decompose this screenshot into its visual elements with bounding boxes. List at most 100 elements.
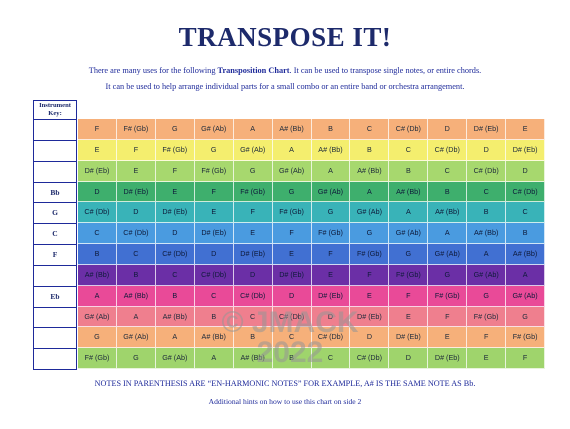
note-cell: F# (Gb) — [155, 139, 195, 161]
note-cell: E — [155, 181, 195, 203]
instrument-key-cell: Bb — [33, 182, 77, 204]
grid-row: D# (Eb) E F F# (Gb) G G# (Ab) A A# (Bb) B C C# (Db… — [78, 160, 546, 182]
note-cell: A# (Bb) — [116, 285, 156, 307]
note-cell: G# (Ab) — [467, 264, 507, 286]
note-cell: F# (Gb) — [350, 244, 390, 265]
note-cell: F# (Gb) — [233, 181, 273, 203]
note-cell: A — [194, 348, 234, 370]
note-cell: F# (Gb) — [311, 223, 351, 245]
enharmonic-note: NOTES IN PARENTHESIS ARE “EN-HARMONIC NO… — [94, 379, 476, 388]
note-cell: A — [155, 327, 195, 349]
note-cell: B — [311, 119, 351, 140]
note-cell: C — [272, 327, 312, 349]
note-cell: D — [311, 306, 351, 328]
note-cell: F# (Gb) — [506, 327, 546, 349]
note-cell: A# (Bb) — [428, 202, 468, 224]
note-cell: C — [350, 119, 390, 140]
note-cell: C — [78, 223, 117, 245]
instrument-key-header: Instrument Key: — [33, 100, 77, 120]
note-cell: F# (Gb) — [389, 264, 429, 286]
note-cell: E — [389, 306, 429, 328]
note-cell: C — [155, 264, 195, 286]
note-cell: G — [389, 244, 429, 265]
note-cell: F# (Gb) — [428, 285, 468, 307]
note-cell: F — [389, 285, 429, 307]
note-cell: D# (Eb) — [389, 327, 429, 349]
note-cell: F — [428, 306, 468, 328]
note-cell: A — [506, 264, 546, 286]
note-cell: B — [233, 327, 273, 349]
transposition-grid: F F# (Gb) G G# (Ab) A A# (Bb) B C C# (Db) D D# (Eb… — [78, 119, 546, 370]
note-cell: A# (Bb) — [311, 139, 351, 161]
note-cell: A# (Bb) — [506, 244, 546, 265]
note-cell: D# (Eb) — [506, 139, 546, 161]
note-cell: D — [467, 139, 507, 161]
note-cell: E — [506, 119, 546, 140]
note-cell: G# (Ab) — [506, 285, 546, 307]
note-cell: D# (Eb) — [350, 306, 390, 328]
page-title: TRANSPOSE IT! — [178, 22, 392, 52]
note-cell: C# (Db) — [116, 223, 156, 245]
note-cell: F# (Gb) — [272, 202, 312, 224]
note-cell: G — [467, 285, 507, 307]
note-cell: A — [272, 139, 312, 161]
note-cell: G# (Ab) — [311, 181, 351, 203]
note-cell: C# (Db) — [155, 244, 195, 265]
note-cell: E — [311, 264, 351, 286]
grid-row: G G# (Ab) A A# (Bb) B C C# (Db) D D# (Eb) E F F# (G… — [78, 327, 546, 349]
note-cell: G — [155, 119, 195, 140]
note-cell: F — [116, 139, 156, 161]
intro-line-1: There are many uses for the following Tr… — [0, 66, 570, 75]
note-cell: E — [428, 327, 468, 349]
intro-text-bold: Transposition Chart — [217, 66, 290, 75]
instrument-key-cell — [33, 120, 77, 141]
note-cell: E — [78, 139, 117, 161]
note-cell: E — [467, 348, 507, 370]
instrument-key-cell — [33, 265, 77, 287]
note-cell: D# (Eb) — [233, 244, 273, 265]
intro-text-post: . It can be used to transpose single not… — [289, 66, 482, 75]
grid-row: B C C# (Db) D D# (Eb) E F F# (Gb) G G# (Ab) A A# (B… — [78, 244, 546, 265]
note-cell: D — [233, 264, 273, 286]
note-cell: F — [78, 119, 117, 140]
note-cell: D — [506, 160, 546, 182]
note-cell: F# (Gb) — [194, 160, 234, 182]
note-cell: G# (Ab) — [389, 223, 429, 245]
grid-row: C C# (Db) D D# (Eb) E F F# (Gb) G G# (Ab) A A# (Bb… — [78, 223, 546, 245]
note-cell: D — [272, 285, 312, 307]
note-cell: D — [350, 327, 390, 349]
note-cell: D — [428, 119, 468, 140]
note-cell: B — [272, 348, 312, 370]
note-cell: A# (Bb) — [389, 181, 429, 203]
note-cell: G — [428, 264, 468, 286]
note-cell: D# (Eb) — [272, 264, 312, 286]
note-cell: G# (Ab) — [350, 202, 390, 224]
note-cell: B — [155, 285, 195, 307]
note-cell: G — [194, 139, 234, 161]
note-cell: A — [78, 285, 117, 307]
note-cell: G# (Ab) — [155, 348, 195, 370]
note-cell: E — [272, 244, 312, 265]
note-cell: F# (Gb) — [78, 348, 117, 370]
note-cell: C# (Db) — [428, 139, 468, 161]
grid-row: F F# (Gb) G G# (Ab) A A# (Bb) B C C# (Db) D D# (Eb… — [78, 119, 546, 140]
note-cell: A — [233, 119, 273, 140]
note-cell: A# (Bb) — [467, 223, 507, 245]
note-cell: A# (Bb) — [350, 160, 390, 182]
note-cell: B — [506, 223, 546, 245]
note-cell: A# (Bb) — [194, 327, 234, 349]
grid-row: C# (Db) D D# (Eb) E F F# (Gb) G G# (Ab) A A# (Bb)… — [78, 202, 546, 224]
instrument-key-column: Instrument Key: Bb G C F Eb — [33, 100, 77, 371]
note-cell: D# (Eb) — [155, 202, 195, 224]
note-cell: B — [389, 160, 429, 182]
note-cell: E — [233, 223, 273, 245]
note-cell: D — [116, 202, 156, 224]
note-cell: C — [311, 348, 351, 370]
note-cell: A — [116, 306, 156, 328]
note-cell: C# (Db) — [350, 348, 390, 370]
intro-text-pre: There are many uses for the following — [88, 66, 218, 75]
note-cell: C# (Db) — [311, 327, 351, 349]
instrument-key-cell — [33, 140, 77, 162]
note-cell: A — [428, 223, 468, 245]
note-cell: C — [467, 181, 507, 203]
